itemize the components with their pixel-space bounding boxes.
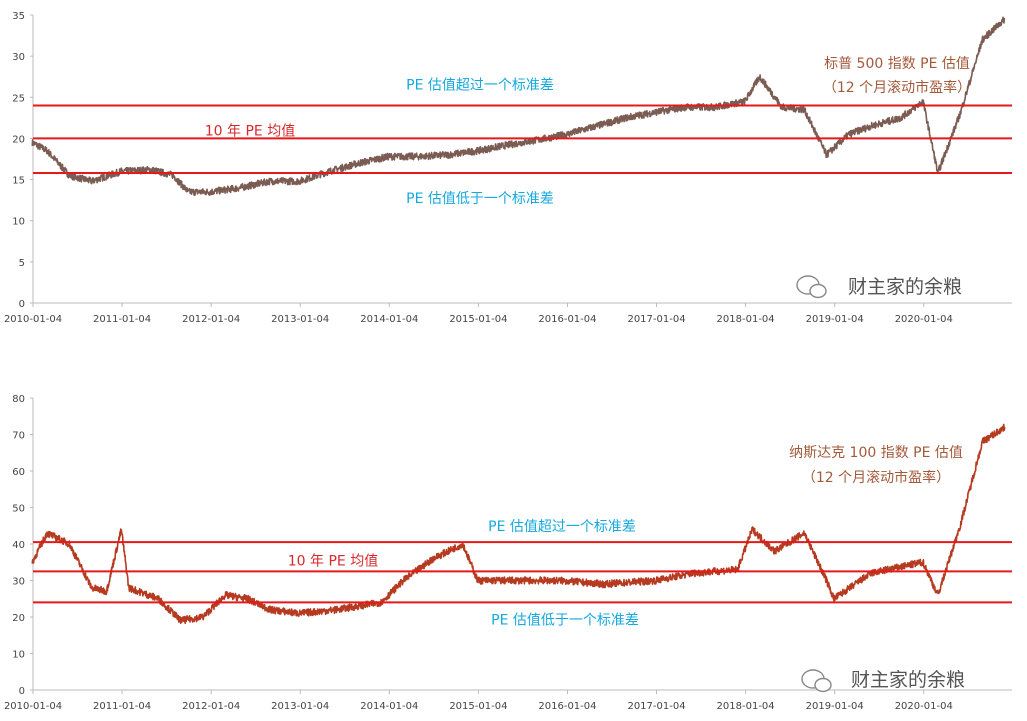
series-annotation-sub: （12 个月滚动市盈率） <box>823 79 971 96</box>
chart-2: 0 10 20 30 40 50 60 70 80 2010-01-04 2011-01-04 201… <box>4 394 1012 712</box>
x-tick-label: 2017-01-04 <box>627 314 685 325</box>
y-tick-label: 10 <box>12 650 25 661</box>
y-tick-label: 50 <box>12 504 25 515</box>
x-tick-label: 2011-01-04 <box>93 701 151 712</box>
y-tick-label: 10 <box>12 217 25 228</box>
y-tick-label: 70 <box>12 431 25 442</box>
x-tick-label: 2014-01-04 <box>360 314 418 325</box>
y-tick-label: 35 <box>12 11 25 22</box>
wechat-icon <box>801 669 832 693</box>
y-tick-label: 15 <box>12 176 25 187</box>
reference-line-label: PE 估值超过一个标准差 <box>488 519 636 535</box>
x-tick-label: 2013-01-04 <box>271 701 329 712</box>
x-tick-label: 2016-01-04 <box>538 701 596 712</box>
x-tick-label: 2010-01-04 <box>4 701 62 712</box>
wechat-icon <box>796 275 827 299</box>
reference-line-label: PE 估值超过一个标准差 <box>406 78 554 94</box>
reference-line-label: PE 估值低于一个标准差 <box>491 612 639 628</box>
watermark: 财主家的余粮 <box>848 276 962 298</box>
series-annotation: 标普 500 指数 PE 估值 <box>824 56 970 72</box>
x-tick-label: 2012-01-04 <box>182 701 240 712</box>
x-tick-label: 2011-01-04 <box>93 314 151 325</box>
x-tick-label: 2017-01-04 <box>627 701 685 712</box>
wechat-bubble-small <box>814 677 832 693</box>
y-tick-label: 5 <box>19 258 25 269</box>
y-tick-label: 80 <box>12 394 25 405</box>
series-line <box>31 423 1006 625</box>
y-tick-label: 0 <box>19 686 25 697</box>
reference-line-label: PE 估值低于一个标准差 <box>406 191 554 207</box>
x-tick-label: 2019-01-04 <box>806 701 864 712</box>
x-tick-label: 2010-01-04 <box>4 314 62 325</box>
x-tick-label: 2020-01-04 <box>895 701 953 712</box>
y-tick-label: 20 <box>12 613 25 624</box>
y-tick-label: 25 <box>12 93 25 104</box>
x-tick-label: 2015-01-04 <box>449 701 507 712</box>
y-tick-label: 30 <box>12 577 25 588</box>
wechat-bubble-small <box>809 283 827 299</box>
x-tick-label: 2018-01-04 <box>717 701 775 712</box>
y-tick-label: 60 <box>12 467 25 478</box>
x-tick-label: 2020-01-04 <box>895 314 953 325</box>
x-tick-label: 2013-01-04 <box>271 314 329 325</box>
series-line <box>31 16 1006 196</box>
x-tick-label: 2016-01-04 <box>538 314 596 325</box>
series-annotation: 纳斯达克 100 指数 PE 估值 <box>789 445 963 461</box>
y-tick-label: 40 <box>12 540 25 551</box>
x-tick-label: 2018-01-04 <box>717 314 775 325</box>
reference-line-label: 10 年 PE 均值 <box>205 123 295 139</box>
chart-1: 0 5 10 15 20 25 30 35 2010-01-04 2011-01-04 2012-0… <box>4 11 1012 325</box>
series-annotation-sub: （12 个月滚动市盈率） <box>802 469 950 486</box>
x-tick-label: 2012-01-04 <box>182 314 240 325</box>
y-tick-label: 20 <box>12 134 25 145</box>
reference-line-label: 10 年 PE 均值 <box>288 553 378 569</box>
x-tick-label: 2015-01-04 <box>449 314 507 325</box>
x-tick-label: 2019-01-04 <box>806 314 864 325</box>
watermark: 财主家的余粮 <box>851 669 965 691</box>
x-tick-label: 2014-01-04 <box>360 701 418 712</box>
y-tick-label: 30 <box>12 52 25 63</box>
y-tick-label: 0 <box>19 299 25 310</box>
